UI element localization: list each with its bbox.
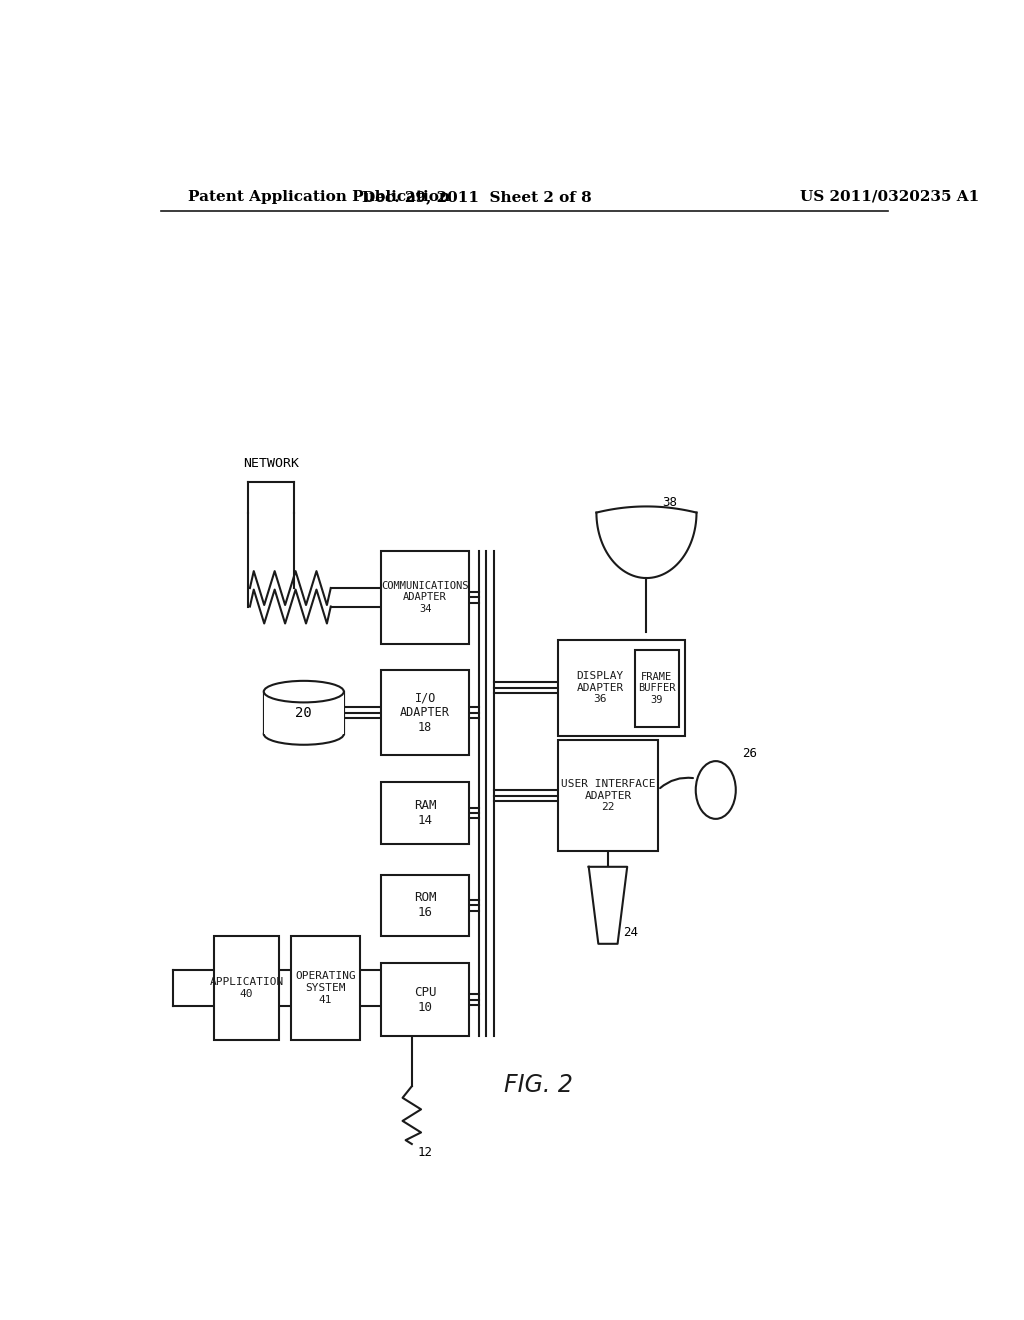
Text: COMMUNICATIONS
ADAPTER
34: COMMUNICATIONS ADAPTER 34 xyxy=(381,581,469,614)
Text: US 2011/0320235 A1: US 2011/0320235 A1 xyxy=(801,190,980,203)
Text: RAM
14: RAM 14 xyxy=(414,799,436,826)
Text: ROM
16: ROM 16 xyxy=(414,891,436,919)
Bar xyxy=(214,936,280,1040)
Bar xyxy=(381,781,469,843)
Text: 38: 38 xyxy=(662,496,677,508)
Bar xyxy=(381,552,469,644)
Text: FRAME
BUFFER
39: FRAME BUFFER 39 xyxy=(638,672,676,705)
Ellipse shape xyxy=(264,681,344,702)
Text: APPLICATION
40: APPLICATION 40 xyxy=(209,977,284,999)
Ellipse shape xyxy=(264,723,344,744)
Text: CPU
10: CPU 10 xyxy=(414,986,436,1014)
Text: 12: 12 xyxy=(418,1146,433,1159)
Text: 26: 26 xyxy=(742,747,757,760)
Bar xyxy=(381,874,469,936)
Text: DISPLAY
ADAPTER
36: DISPLAY ADAPTER 36 xyxy=(577,671,624,705)
Ellipse shape xyxy=(695,762,736,818)
Bar xyxy=(558,739,658,851)
Text: FIG. 2: FIG. 2 xyxy=(504,1073,573,1097)
Bar xyxy=(635,649,679,726)
Text: Patent Application Publication: Patent Application Publication xyxy=(188,190,451,203)
Bar xyxy=(381,964,469,1036)
Text: 20: 20 xyxy=(296,706,312,719)
Text: I/O
ADAPTER
18: I/O ADAPTER 18 xyxy=(400,692,450,734)
Text: USER INTERFACE
ADAPTER
22: USER INTERFACE ADAPTER 22 xyxy=(561,779,655,812)
Text: 24: 24 xyxy=(624,927,638,939)
Polygon shape xyxy=(589,867,628,944)
Text: Dec. 29, 2011  Sheet 2 of 8: Dec. 29, 2011 Sheet 2 of 8 xyxy=(362,190,592,203)
Bar xyxy=(264,692,344,734)
Bar xyxy=(291,936,360,1040)
Text: NETWORK: NETWORK xyxy=(243,457,299,470)
Bar xyxy=(381,671,469,755)
Text: OPERATING
SYSTEM
41: OPERATING SYSTEM 41 xyxy=(295,972,355,1005)
Bar xyxy=(558,640,685,737)
